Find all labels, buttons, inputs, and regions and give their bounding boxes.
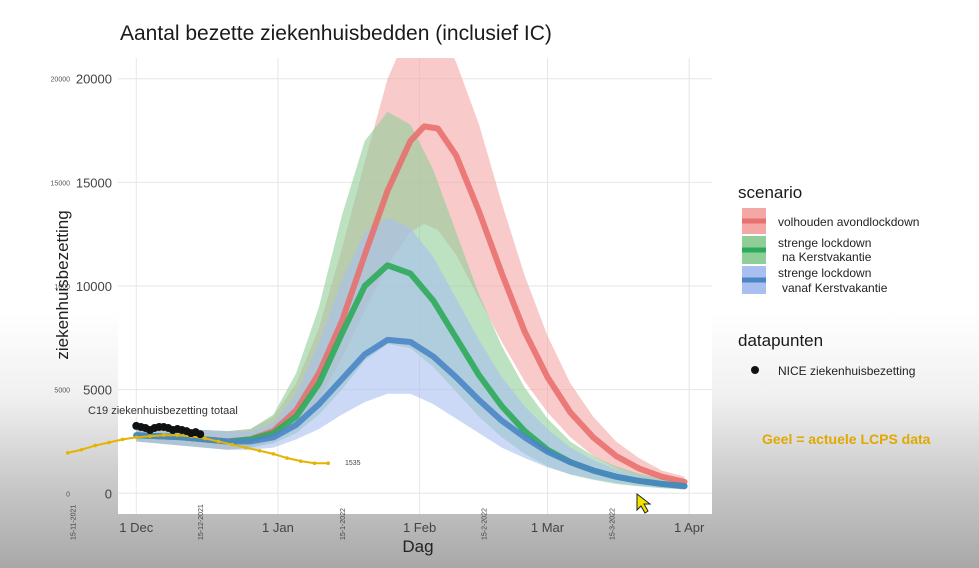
band-blue xyxy=(136,217,685,490)
x-tick-label: 1 Dec xyxy=(119,520,153,535)
x-rot-date-label: 15-1-2022 xyxy=(340,508,347,540)
lcps-point xyxy=(134,435,139,440)
legend-scenario-title: scenario xyxy=(738,183,802,202)
mouse-cursor-icon xyxy=(636,492,652,514)
legend: scenario volhouden avondlockdown strenge… xyxy=(738,183,919,378)
nice-point xyxy=(196,430,205,439)
lcps-point xyxy=(216,439,221,444)
x-rot-date-label: 15-3-2022 xyxy=(609,508,616,540)
lcps-point xyxy=(271,452,276,456)
lcps-point xyxy=(120,437,125,442)
x-tick-label: 1 Mar xyxy=(531,520,565,535)
lcps-point xyxy=(203,436,207,441)
legend-label-na-kerst-2: na Kerstvakantie xyxy=(782,250,872,264)
y-tick-label-small: 1000 xyxy=(54,284,70,291)
legend-key-nice-point xyxy=(751,366,759,374)
lcps-point xyxy=(65,451,70,455)
lcps-point xyxy=(161,433,166,438)
y-tick-label: 5000 xyxy=(83,383,112,398)
y-tick-label: 10000 xyxy=(76,279,112,294)
lcps-point xyxy=(230,442,235,447)
lcps-point xyxy=(285,456,289,460)
lcps-point xyxy=(175,433,180,438)
x-tick-label: 1 Jan xyxy=(262,520,294,535)
legend-label-vanaf-kerst-2: vanaf Kerstvakantie xyxy=(782,281,888,295)
x-tick-label: 1 Feb xyxy=(403,520,436,535)
lcps-point xyxy=(257,448,262,453)
lcps-point xyxy=(298,459,303,463)
legend-label-nice: NICE ziekenhuisbezetting xyxy=(778,364,915,378)
geel-note: Geel = actuele LCPS data xyxy=(762,431,931,447)
y-tick-label: 0 xyxy=(105,486,112,501)
lcps-end-label: 1535 xyxy=(345,460,361,467)
scenario-lines xyxy=(133,123,688,490)
lcps-point xyxy=(312,461,317,466)
y-axis-title: ziekenhuisbezetting xyxy=(53,210,72,359)
x-axis-title: Dag xyxy=(402,537,433,556)
legend-datapunten-title: datapunten xyxy=(738,331,823,350)
y-tick-label-small: 15000 xyxy=(51,180,71,187)
x-rot-date-label: 15-11-2021 xyxy=(70,505,77,540)
x-tick-label: 1 Apr xyxy=(674,520,705,535)
legend-label-avondlockdown: volhouden avondlockdown xyxy=(778,215,919,229)
line-blue xyxy=(133,336,688,490)
legend-label-vanaf-kerst-1: strenge lockdown xyxy=(778,266,871,280)
lcps-point xyxy=(244,445,248,450)
lcps-point xyxy=(93,443,97,448)
c19-label: C19 ziekenhuisbezetting totaal xyxy=(88,405,238,417)
y-tick-label: 20000 xyxy=(76,72,112,87)
legend-label-na-kerst-1: strenge lockdown xyxy=(778,236,871,250)
y-tick-label-small: 0 xyxy=(66,491,70,498)
lcps-point xyxy=(79,447,84,452)
x-rot-date-label: 15-2-2022 xyxy=(482,508,489,540)
y-tick-label: 15000 xyxy=(76,175,112,190)
lcps-point xyxy=(326,461,330,466)
axis-ticks: 1 Dec 1 Jan 1 Feb 1 Mar 1 Apr 0 0 5000 5000 10000… xyxy=(51,72,705,540)
lcps-point xyxy=(107,440,111,445)
x-rot-date-label: 15-12-2021 xyxy=(198,504,205,540)
lcps-point xyxy=(148,434,152,439)
nice-points xyxy=(132,421,205,439)
y-tick-label-small: 5000 xyxy=(54,388,70,395)
chart-title: Aantal bezette ziekenhuisbedden (inclusi… xyxy=(120,22,552,45)
y-tick-label-small: 20000 xyxy=(51,77,71,84)
